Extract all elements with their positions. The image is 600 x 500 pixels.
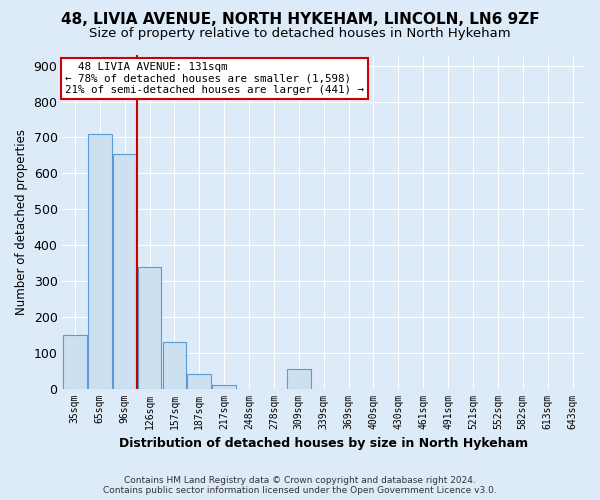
Text: 48 LIVIA AVENUE: 131sqm
← 78% of detached houses are smaller (1,598)
21% of semi: 48 LIVIA AVENUE: 131sqm ← 78% of detache… xyxy=(65,62,364,96)
Bar xyxy=(212,385,236,388)
Bar xyxy=(137,266,161,388)
Text: Size of property relative to detached houses in North Hykeham: Size of property relative to detached ho… xyxy=(89,28,511,40)
Bar xyxy=(187,374,211,388)
Bar xyxy=(163,342,186,388)
Bar xyxy=(88,134,112,388)
Bar xyxy=(113,154,136,388)
Y-axis label: Number of detached properties: Number of detached properties xyxy=(15,129,28,315)
X-axis label: Distribution of detached houses by size in North Hykeham: Distribution of detached houses by size … xyxy=(119,437,528,450)
Bar xyxy=(287,369,311,388)
Text: Contains HM Land Registry data © Crown copyright and database right 2024.
Contai: Contains HM Land Registry data © Crown c… xyxy=(103,476,497,495)
Bar xyxy=(63,335,86,388)
Text: 48, LIVIA AVENUE, NORTH HYKEHAM, LINCOLN, LN6 9ZF: 48, LIVIA AVENUE, NORTH HYKEHAM, LINCOLN… xyxy=(61,12,539,28)
